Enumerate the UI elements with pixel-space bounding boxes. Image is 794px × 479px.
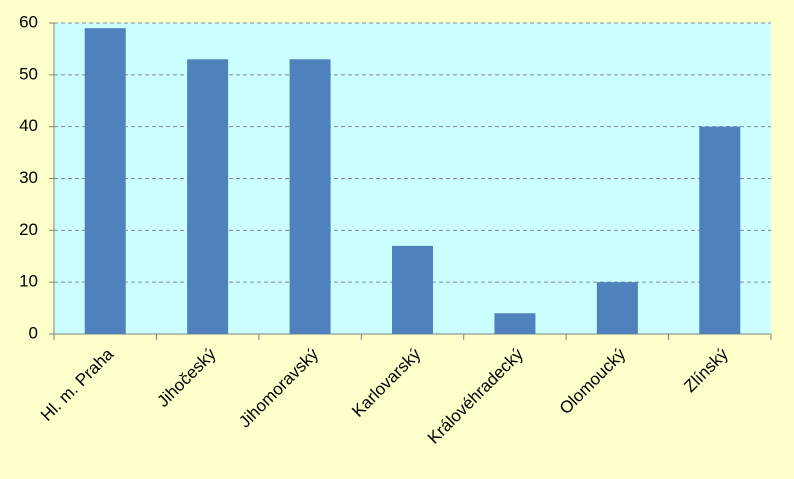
bar [84, 28, 126, 335]
bar [596, 282, 638, 334]
y-tick-label: 40 [19, 116, 38, 135]
y-tick-label: 0 [29, 323, 38, 342]
bar [494, 313, 536, 334]
bar [187, 59, 229, 335]
y-tick-label: 60 [19, 12, 38, 31]
bar [699, 126, 741, 335]
y-tick-label: 20 [19, 220, 38, 239]
bar [289, 59, 331, 335]
y-tick-label: 10 [19, 272, 38, 291]
y-tick-label: 30 [19, 168, 38, 187]
bar [392, 245, 433, 334]
y-tick-label: 50 [19, 64, 38, 83]
